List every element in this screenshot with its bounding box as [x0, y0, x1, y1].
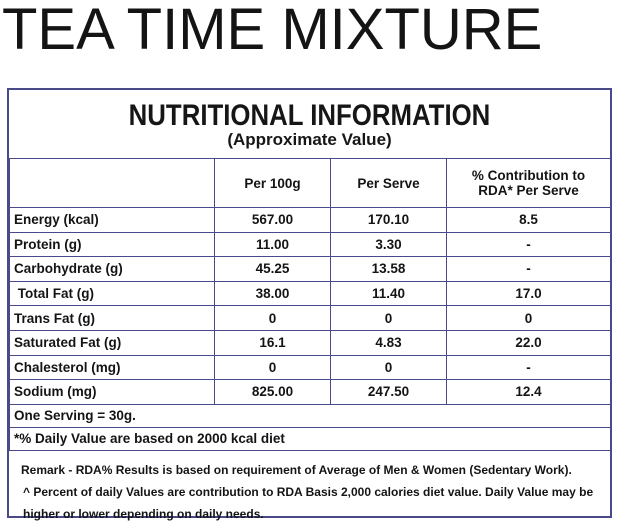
nutrition-panel: NUTRITIONAL INFORMATION (Approximate Val…: [7, 88, 612, 521]
header-cell-label: [9, 158, 215, 208]
row-rda: 0: [446, 305, 611, 331]
daily-value-note: *% Daily Value are based on 2000 kcal di…: [9, 426, 611, 451]
remark-line: Remark - RDA% Results is based on requir…: [21, 463, 572, 477]
row-per-serve: 0: [330, 305, 447, 331]
row-per-100g: 38.00: [214, 280, 331, 307]
row-per-100g: 825.00: [214, 379, 331, 405]
table-row: Total Fat (g) 38.00 11.40 17.0: [9, 280, 611, 307]
panel-subheading: (Approximate Value): [227, 130, 392, 149]
row-per-serve: 3.30: [330, 231, 447, 258]
row-per-serve: 170.10: [330, 207, 447, 233]
table-header-row: Per 100g Per Serve % Contribution to RDA…: [9, 158, 611, 208]
table-row: Sodium (mg) 825.00 247.50 12.4: [9, 379, 611, 405]
row-label: Carbohydrate (g): [9, 256, 215, 282]
row-rda: -: [446, 231, 611, 258]
row-per-100g: 567.00: [214, 207, 331, 233]
table-row: Protein (g) 11.00 3.30 -: [9, 231, 611, 258]
remark-line: ^ Percent of daily Values are contributi…: [23, 485, 594, 499]
header-cell-rda: % Contribution to RDA* Per Serve: [446, 158, 611, 208]
row-rda: 8.5: [446, 207, 611, 233]
row-rda: 12.4: [446, 379, 611, 405]
product-title: TEA TIME MIXTURE: [2, 0, 543, 62]
row-per-100g: 0: [214, 305, 331, 331]
row-per-serve: 247.50: [330, 379, 447, 405]
serving-note: One Serving = 30g.: [9, 403, 611, 428]
panel-heading: NUTRITIONAL INFORMATION: [128, 99, 491, 132]
serving-note-row: One Serving = 30g.: [9, 403, 611, 428]
table-row: Carbohydrate (g) 45.25 13.58 -: [9, 256, 611, 282]
row-rda: 22.0: [446, 329, 611, 356]
remark-line: higher or lower depending on daily needs…: [23, 507, 264, 521]
row-rda: -: [446, 354, 611, 381]
row-per-serve: 13.58: [330, 256, 447, 282]
nutrition-table: Per 100g Per Serve % Contribution to RDA…: [9, 158, 611, 451]
header-cell-per-serve: Per Serve: [330, 158, 447, 208]
row-label: Trans Fat (g): [9, 305, 215, 331]
header-cell-per-100g: Per 100g: [214, 158, 331, 208]
row-rda: -: [446, 256, 611, 282]
row-per-serve: 4.83: [330, 329, 447, 356]
row-label: Protein (g): [9, 231, 215, 258]
row-label: Total Fat (g): [9, 280, 215, 307]
row-rda: 17.0: [446, 280, 611, 307]
table-row: Saturated Fat (g) 16.1 4.83 22.0: [9, 329, 611, 356]
row-per-100g: 11.00: [214, 231, 331, 258]
row-label: Chalesterol (mg): [9, 354, 215, 381]
row-per-100g: 0: [214, 354, 331, 381]
row-per-serve: 0: [330, 354, 447, 381]
row-label: Saturated Fat (g): [9, 329, 215, 356]
table-row: Energy (kcal) 567.00 170.10 8.5: [9, 207, 611, 233]
daily-value-note-row: *% Daily Value are based on 2000 kcal di…: [9, 426, 611, 451]
table-row: Trans Fat (g) 0 0 0: [9, 305, 611, 331]
row-per-100g: 45.25: [214, 256, 331, 282]
row-per-serve: 11.40: [330, 280, 447, 307]
row-label: Sodium (mg): [9, 379, 215, 405]
table-row: Chalesterol (mg) 0 0 -: [9, 354, 611, 381]
remarks-block: Remark - RDA% Results is based on requir…: [9, 454, 610, 525]
row-label: Energy (kcal): [9, 207, 215, 233]
row-per-100g: 16.1: [214, 329, 331, 356]
